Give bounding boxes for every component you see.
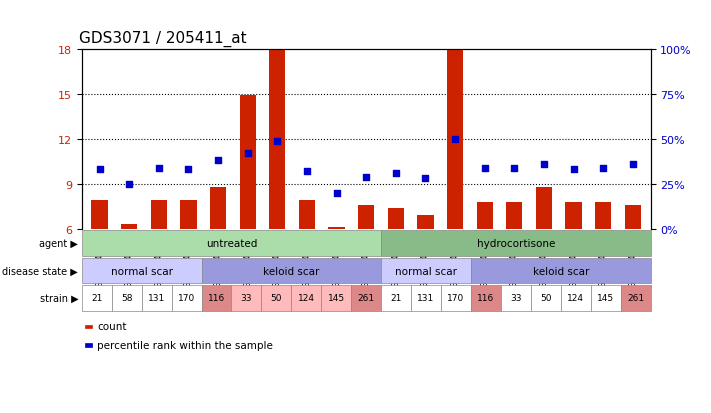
Point xyxy=(331,190,342,197)
Point xyxy=(568,166,579,173)
Text: 131: 131 xyxy=(417,294,434,303)
Bar xyxy=(299,201,315,229)
Point xyxy=(627,161,638,168)
Point xyxy=(301,169,313,175)
Bar xyxy=(625,205,641,229)
Bar xyxy=(417,216,434,229)
Text: 261: 261 xyxy=(358,294,375,303)
Text: percentile rank within the sample: percentile rank within the sample xyxy=(97,340,273,350)
Text: 21: 21 xyxy=(390,294,402,303)
Point xyxy=(242,150,253,157)
Point xyxy=(479,165,491,171)
Text: disease state ▶: disease state ▶ xyxy=(2,266,78,276)
Point xyxy=(272,138,283,145)
Point xyxy=(213,158,224,164)
Bar xyxy=(358,205,374,229)
Text: 21: 21 xyxy=(91,294,102,303)
Text: 170: 170 xyxy=(178,294,195,303)
Point xyxy=(153,165,164,171)
Text: keloid scar: keloid scar xyxy=(533,266,589,276)
Text: 261: 261 xyxy=(627,294,644,303)
Text: hydrocortisone: hydrocortisone xyxy=(476,239,555,249)
Bar xyxy=(328,228,345,229)
Bar xyxy=(210,188,226,229)
Text: 58: 58 xyxy=(121,294,132,303)
Bar xyxy=(92,201,107,229)
Text: 124: 124 xyxy=(298,294,315,303)
Bar xyxy=(536,188,552,229)
Text: 33: 33 xyxy=(510,294,522,303)
Text: 116: 116 xyxy=(477,294,495,303)
Text: count: count xyxy=(97,322,127,332)
Text: agent ▶: agent ▶ xyxy=(39,239,78,249)
Text: GDS3071 / 205411_at: GDS3071 / 205411_at xyxy=(79,31,247,47)
Bar xyxy=(387,208,404,229)
Text: 131: 131 xyxy=(148,294,165,303)
Text: 145: 145 xyxy=(597,294,614,303)
Text: 170: 170 xyxy=(447,294,464,303)
Bar xyxy=(595,202,611,229)
Point xyxy=(419,176,431,182)
Point xyxy=(124,181,135,188)
Point xyxy=(508,165,520,171)
Bar xyxy=(151,201,167,229)
Text: 116: 116 xyxy=(208,294,225,303)
Bar xyxy=(240,96,256,229)
Text: strain ▶: strain ▶ xyxy=(40,293,78,303)
Text: normal scar: normal scar xyxy=(111,266,173,276)
Text: 33: 33 xyxy=(240,294,252,303)
Bar xyxy=(447,50,463,229)
Bar xyxy=(121,225,137,229)
Bar xyxy=(269,50,285,229)
Bar xyxy=(506,202,523,229)
Point xyxy=(538,161,550,168)
Point xyxy=(94,166,105,173)
Bar xyxy=(565,202,582,229)
Text: keloid scar: keloid scar xyxy=(263,266,319,276)
Point xyxy=(390,170,402,177)
Text: 50: 50 xyxy=(540,294,552,303)
Text: 145: 145 xyxy=(328,294,345,303)
Text: 50: 50 xyxy=(271,294,282,303)
Bar xyxy=(181,201,196,229)
Point xyxy=(183,166,194,173)
Text: untreated: untreated xyxy=(205,239,257,249)
Text: normal scar: normal scar xyxy=(395,266,457,276)
Point xyxy=(597,165,609,171)
Bar xyxy=(476,202,493,229)
Text: 124: 124 xyxy=(567,294,584,303)
Point xyxy=(360,174,372,180)
Point xyxy=(449,136,461,143)
